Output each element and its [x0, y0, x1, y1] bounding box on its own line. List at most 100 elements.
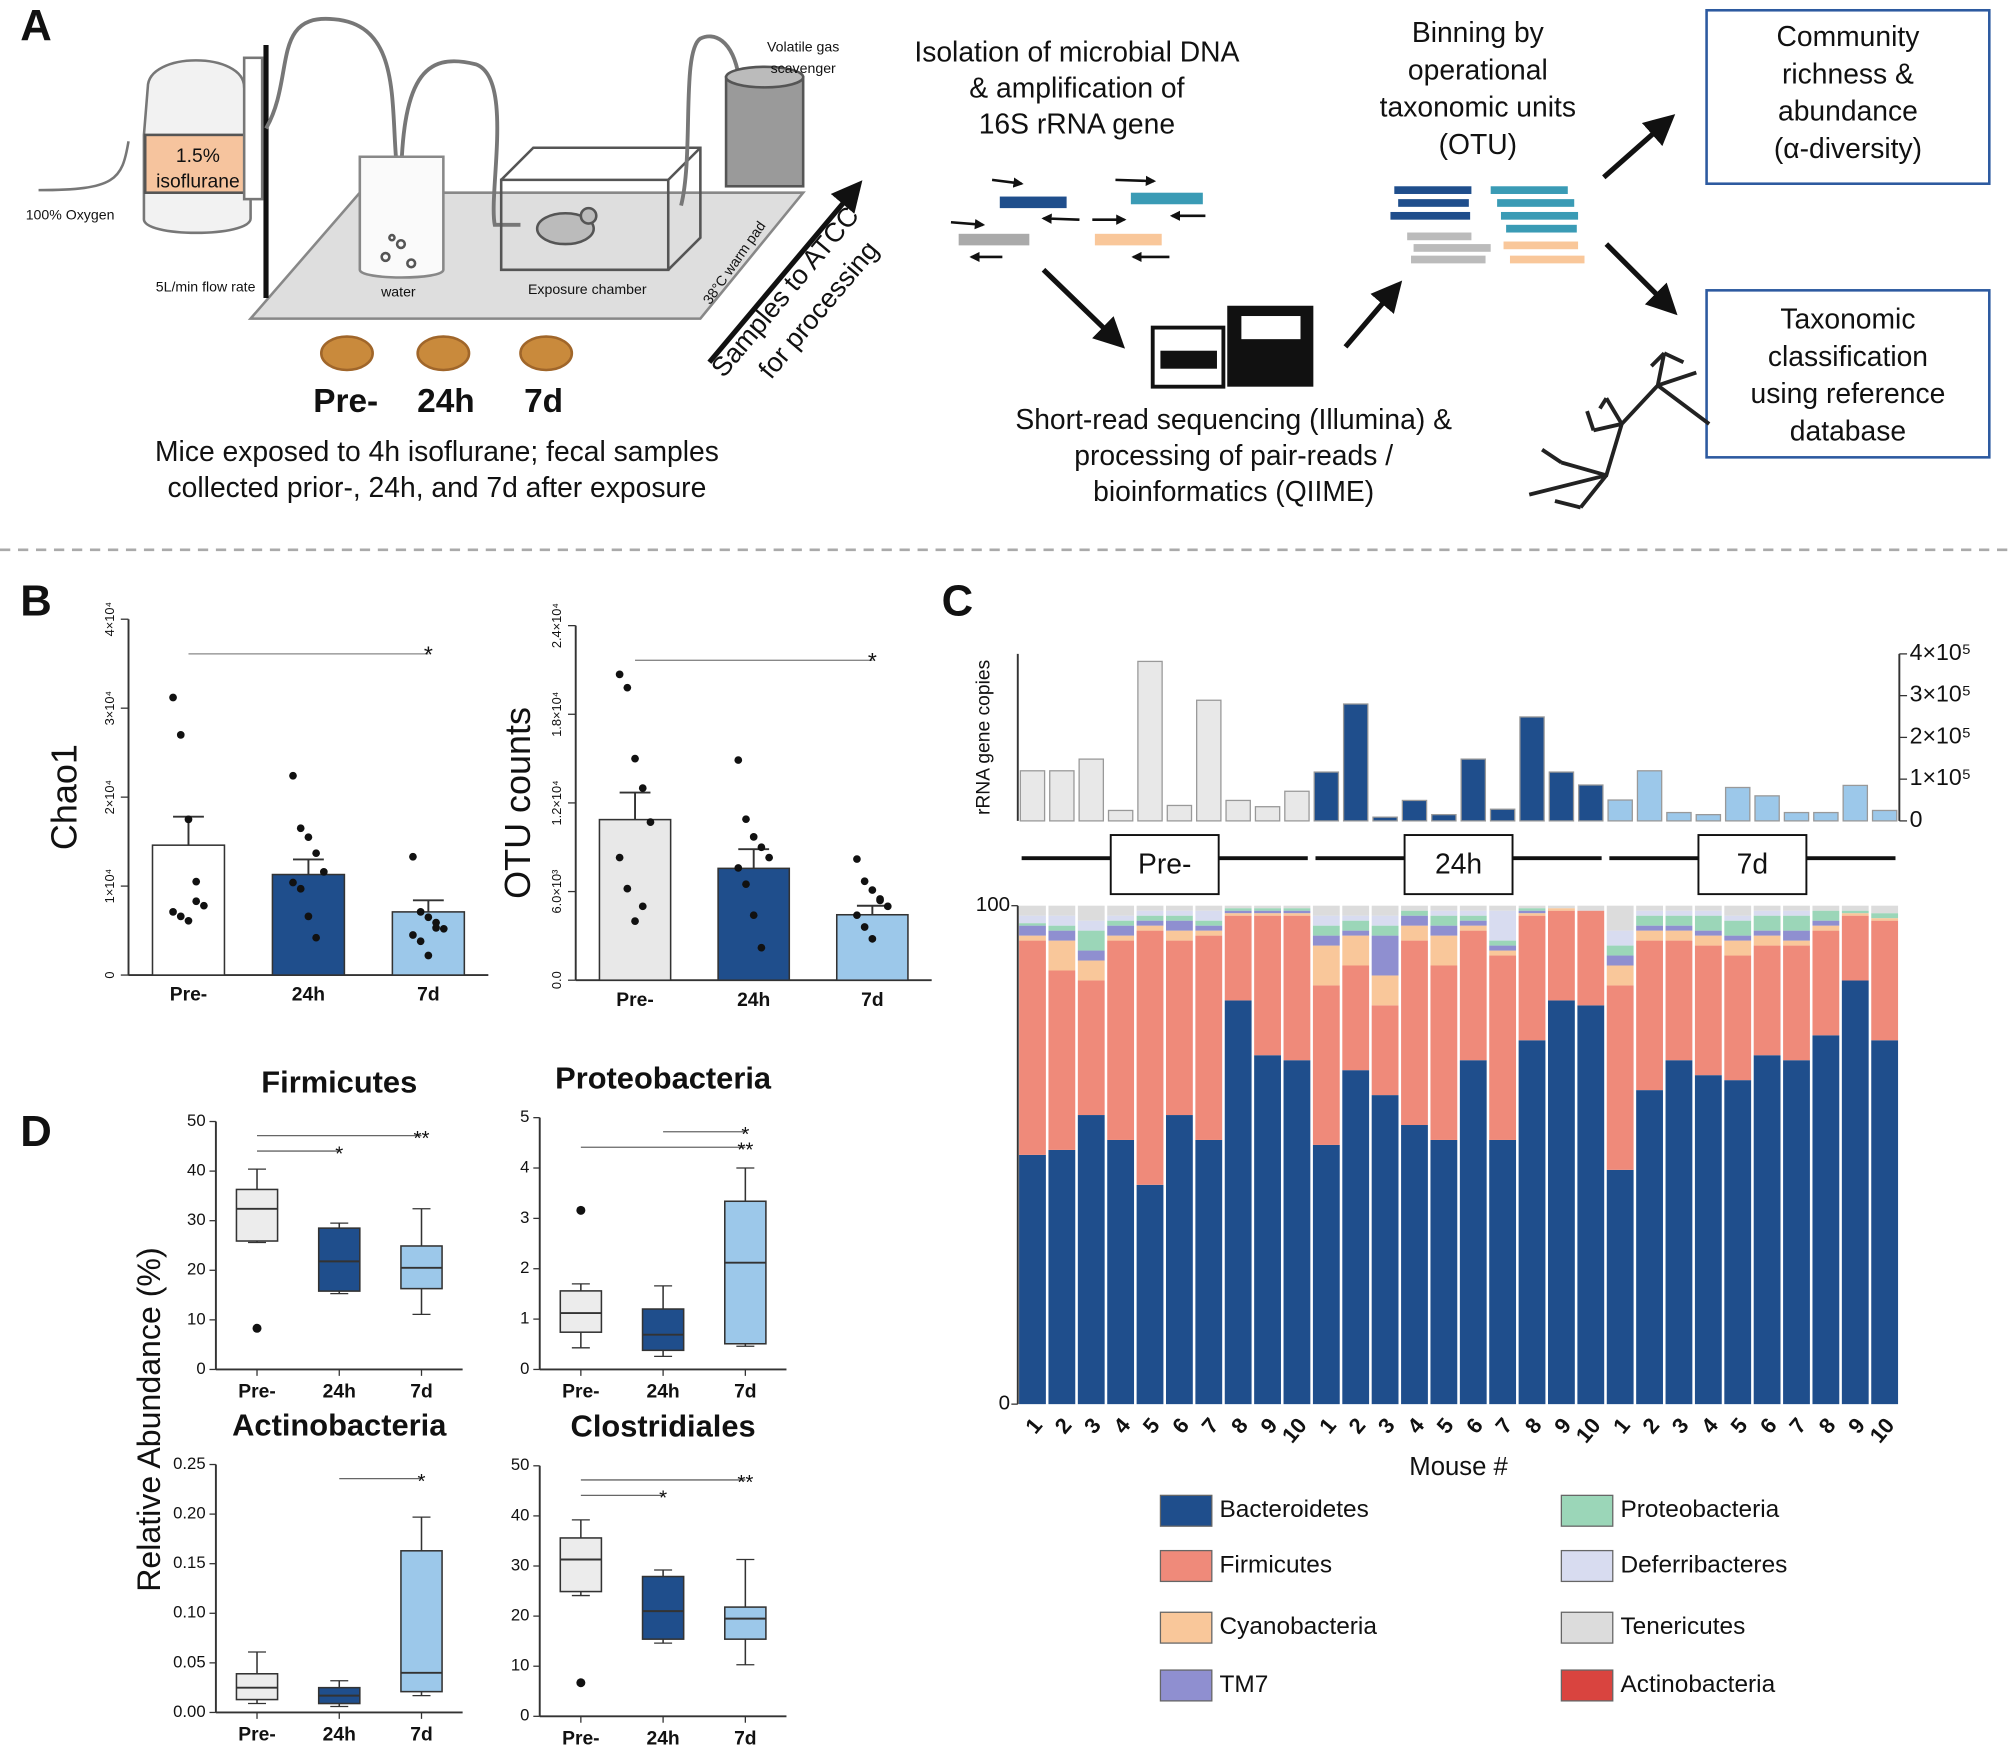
bar-segment	[1019, 915, 1046, 924]
bar-segment	[1783, 905, 1810, 911]
significance-label: *	[418, 1470, 426, 1493]
bar-segment	[1342, 965, 1370, 1071]
y-tick-label: 100	[976, 893, 1010, 916]
data-point	[749, 833, 758, 841]
bar-segment	[1401, 925, 1428, 941]
y-tick-label: 0	[999, 1392, 1010, 1415]
bar-segment	[1019, 1154, 1046, 1405]
bar-segment	[1459, 910, 1487, 916]
y-tick-label: 20	[187, 1260, 206, 1279]
legend-swatch	[1159, 1669, 1213, 1702]
data-point	[169, 908, 177, 916]
data-point	[192, 897, 201, 906]
y-tick-label: 50	[187, 1111, 206, 1130]
legend-swatch	[1560, 1669, 1614, 1702]
bar-segment	[1841, 980, 1869, 1405]
data-point	[304, 833, 313, 842]
data-point	[184, 815, 193, 824]
data-point	[757, 943, 766, 952]
group-box	[1403, 834, 1514, 896]
y-tick-label: 4	[520, 1157, 529, 1176]
bar-segment	[1224, 905, 1252, 909]
bar	[717, 867, 791, 981]
bar-segment	[1430, 905, 1458, 911]
bar-segment	[1489, 940, 1517, 946]
bar-segment	[1812, 925, 1840, 931]
x-tick-label: 8	[1520, 1413, 1547, 1438]
group-label: 24h	[1435, 847, 1482, 879]
significance-label: **	[414, 1127, 430, 1150]
bar-segment	[1254, 915, 1281, 1056]
x-tick-label: 24h	[292, 985, 325, 1006]
bar-segment	[1401, 940, 1428, 1126]
bar-segment	[1283, 910, 1311, 914]
bar	[1372, 816, 1398, 822]
bar-segment	[1606, 905, 1634, 931]
bar-segment	[1430, 910, 1458, 916]
y-tick-label: 1.8×10⁴	[549, 692, 564, 737]
bar-segment	[1283, 915, 1311, 1061]
bar-segment	[1724, 920, 1752, 936]
bar	[1724, 786, 1751, 822]
bar-segment	[1342, 905, 1370, 916]
alpha-text: richness &	[1782, 57, 1914, 89]
bar-segment	[1753, 935, 1781, 946]
x-tick-label: 7d	[861, 990, 883, 1011]
bar-segment	[1371, 925, 1399, 936]
y-tick-label: 3×10⁵	[1910, 681, 1972, 707]
bar	[835, 913, 909, 981]
outlier	[252, 1323, 262, 1333]
shared-y-label: Relative Abundance (%)	[131, 1247, 167, 1591]
bar	[1754, 795, 1780, 822]
y-tick-label: 40	[187, 1161, 206, 1180]
x-tick-label: 4	[1402, 1412, 1430, 1438]
data-point	[439, 924, 448, 933]
panel-label: D	[20, 1107, 52, 1156]
bar-segment	[1077, 905, 1105, 921]
x-tick-label: 24h	[323, 1382, 356, 1403]
bar-segment	[1783, 915, 1810, 931]
bar-segment	[1312, 945, 1340, 986]
data-point	[416, 908, 425, 916]
y-tick-label: 1×10⁴	[102, 869, 117, 903]
bar-segment	[1724, 905, 1752, 916]
data-point	[638, 902, 647, 911]
bar-segment	[1871, 918, 1899, 921]
bar-segment	[1724, 940, 1752, 956]
data-point	[312, 933, 320, 942]
bar-segment	[1724, 955, 1752, 1081]
bar-segment	[1019, 940, 1046, 1155]
group-label: 7d	[1737, 847, 1768, 879]
data-point	[432, 924, 440, 932]
bar-segment	[1459, 930, 1487, 1061]
bar-segment	[1606, 955, 1634, 966]
bar-segment	[1136, 925, 1164, 931]
bar-segment	[1606, 985, 1634, 1170]
bar-segment	[1165, 1115, 1193, 1405]
bar-segment	[1459, 920, 1487, 926]
data-point	[631, 917, 639, 925]
bar-segment	[1812, 905, 1840, 911]
bar-segment	[1694, 915, 1722, 931]
data-point	[289, 771, 297, 780]
chart-title: Firmicutes	[261, 1064, 417, 1099]
y-tick-label: 2×10⁴	[102, 780, 117, 814]
bar-segment	[1371, 915, 1399, 926]
bar-segment	[1430, 965, 1458, 1140]
bar-segment	[1841, 913, 1869, 916]
bar	[1137, 660, 1163, 822]
legend-label: Deferribacteres	[1620, 1551, 1787, 1578]
panel-label: A	[20, 1, 52, 50]
legend-label: Bacteroidetes	[1220, 1496, 1369, 1523]
taxonomy-text: Taxonomic	[1780, 303, 1915, 335]
bar-segment	[1195, 910, 1223, 921]
data-point	[631, 754, 639, 763]
y-tick-label: 2.4×10⁴	[549, 603, 564, 648]
x-tick-label: 6	[1167, 1413, 1194, 1438]
bar-segment	[1165, 910, 1193, 916]
bar-segment	[1401, 1125, 1428, 1405]
x-tick-label: 3	[1667, 1413, 1694, 1438]
bar	[1313, 771, 1340, 822]
x-tick-label: 8	[1814, 1413, 1841, 1438]
